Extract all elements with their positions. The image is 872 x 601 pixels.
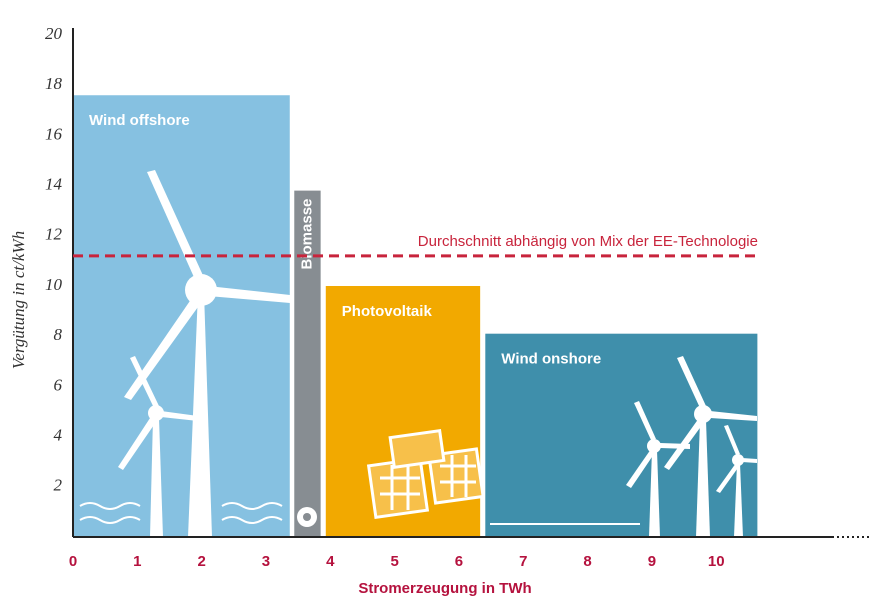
x-tick-label: 6	[455, 553, 463, 570]
x-tick-label: 7	[519, 553, 527, 570]
y-tick-label: 20	[45, 24, 63, 43]
turbine-blade	[677, 356, 706, 408]
bar	[294, 190, 321, 537]
biomass-icon	[303, 513, 311, 521]
turbine-tower	[734, 463, 743, 537]
x-tick-label: 3	[262, 553, 270, 570]
y-axis-title: Vergütung in ct/kWh	[9, 231, 28, 369]
turbine-hub	[732, 454, 744, 466]
x-tick-label: 10	[708, 553, 725, 570]
turbine-blade	[742, 458, 757, 463]
turbine-hub	[148, 405, 164, 421]
x-tick-label: 4	[326, 553, 335, 570]
y-tick-label: 2	[54, 476, 63, 495]
turbine-blade	[660, 443, 690, 449]
y-tick-label: 8	[54, 325, 63, 344]
turbine-blade	[124, 295, 203, 400]
x-tick-label: 5	[390, 553, 398, 570]
bar-label: Wind offshore	[89, 112, 190, 129]
y-tick-label: 6	[54, 375, 63, 394]
solar-panels	[366, 428, 485, 520]
x-tick-label: 2	[197, 553, 205, 570]
bar-label: Wind onshore	[501, 351, 601, 368]
y-tick-label: 10	[45, 275, 63, 294]
turbine-blade	[710, 411, 757, 421]
turbine-blade	[634, 401, 656, 440]
average-label: Durchschnitt abhängig von Mix der EE-Tec…	[418, 233, 758, 250]
bar-label: Biomasse	[298, 199, 315, 270]
bar	[485, 333, 758, 537]
x-tick-label: 1	[133, 553, 141, 570]
turbine-tower	[150, 418, 163, 537]
bars	[73, 95, 758, 538]
x-tick-label: 0	[69, 553, 77, 570]
y-tick-label: 18	[45, 74, 63, 93]
waves	[79, 502, 283, 524]
y-tick-label: 12	[45, 225, 63, 244]
turbine-blade	[716, 463, 740, 493]
turbine-hub	[647, 439, 661, 453]
turbine-tower	[188, 292, 212, 537]
turbine-tower	[696, 420, 710, 537]
turbine-blade	[161, 411, 198, 421]
y-tick-label: 16	[45, 124, 63, 143]
x-axis-title: Stromerzeugung in TWh	[358, 580, 531, 597]
turbine-blade	[118, 415, 158, 470]
turbine-blade	[724, 425, 740, 455]
turbine-hub	[694, 405, 712, 423]
turbine-blade	[130, 356, 159, 408]
turbine-blade	[208, 286, 290, 303]
turbine-tower	[649, 450, 660, 537]
bar-label: Photovoltaik	[342, 303, 433, 320]
turbine-hub	[185, 274, 217, 306]
x-tick-label: 9	[648, 553, 656, 570]
decorations	[79, 170, 757, 537]
turbine-blade	[626, 449, 656, 488]
x-tick-label: 8	[583, 553, 591, 570]
y-tick-label: 14	[45, 175, 63, 194]
y-tick-label: 4	[54, 426, 63, 445]
